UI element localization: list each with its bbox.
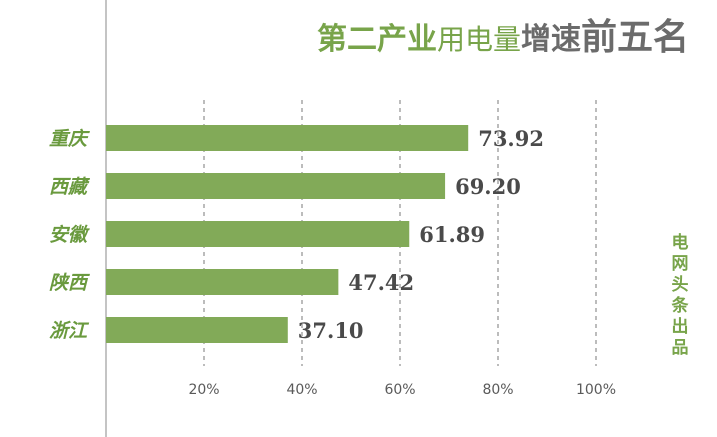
x-tick-label-80: 80%	[482, 382, 513, 398]
credit-char-1: 电	[671, 233, 689, 253]
category-label-3: 安徽	[49, 224, 90, 246]
category-label-4: 陕西	[49, 272, 90, 294]
bar-2	[106, 173, 446, 199]
chart-title: 第二产业用电量增速前五名	[317, 20, 689, 56]
x-tick-label-40: 40%	[286, 382, 317, 398]
value-label-5: 37.10	[298, 318, 364, 343]
credit-char-2: 网	[671, 254, 689, 274]
credit-char-6: 品	[671, 338, 689, 358]
bar-5	[106, 317, 288, 343]
x-tick-label-100: 100%	[576, 382, 616, 398]
bars-group	[106, 125, 469, 343]
x-tick-labels: 20% 40% 60% 80% 100%	[188, 382, 616, 398]
credit-char-3: 头	[671, 275, 689, 295]
title-part3: 增速	[520, 22, 581, 57]
x-tick-label-20: 20%	[188, 382, 219, 398]
credit-text: 电网头条出品	[669, 233, 691, 359]
title-part4: 前五名	[580, 17, 689, 58]
category-label-5: 浙江	[49, 320, 90, 342]
bar-4	[106, 269, 339, 295]
value-label-1: 73.92	[478, 126, 544, 151]
bar-3	[106, 221, 410, 247]
credit-char-5: 出	[671, 317, 689, 337]
value-label-3: 61.89	[419, 222, 485, 247]
category-label-1: 重庆	[49, 128, 90, 150]
title-part2: 用电量	[436, 23, 521, 56]
title-part1: 第二产业	[316, 22, 437, 57]
credit-char-4: 条	[671, 296, 689, 316]
bar-1	[106, 125, 469, 151]
value-label-2: 69.20	[455, 174, 521, 199]
value-label-4: 47.42	[348, 270, 414, 295]
x-tick-label-60: 60%	[384, 382, 415, 398]
category-label-2: 西藏	[49, 176, 91, 198]
